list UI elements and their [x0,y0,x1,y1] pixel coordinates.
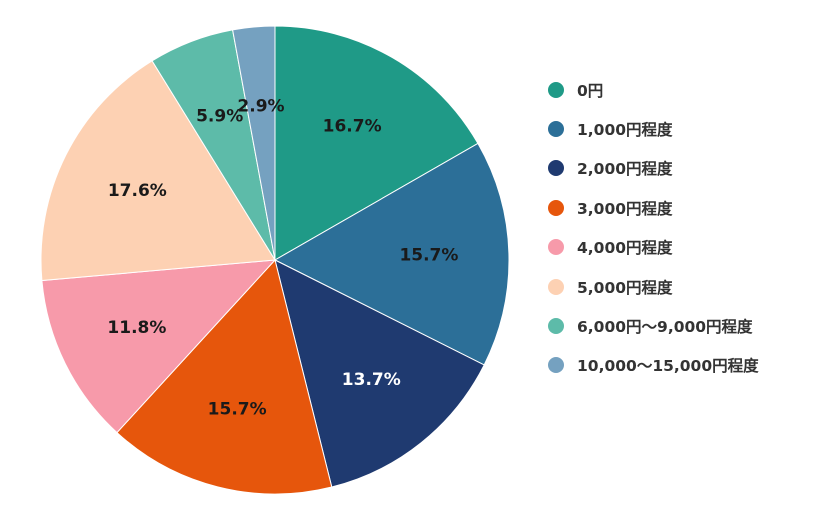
legend-swatch-7 [548,357,564,374]
legend-swatch-0 [548,81,564,98]
legend-item-1[interactable]: 1,000円程度 [548,109,759,148]
slice-data-label-5: 17.6% [108,181,167,201]
legend-item-6[interactable]: 6,000円〜9,000円程度 [548,306,759,345]
legend-label-7: 10,000〜15,000円程度 [577,357,759,376]
slice-data-label-2: 13.7% [342,370,401,390]
legend-label-1: 1,000円程度 [577,121,673,140]
legend-item-4[interactable]: 4,000円程度 [548,228,759,267]
pie-slice-3 [116,258,333,495]
legend-item-5[interactable]: 5,000円程度 [548,267,759,306]
pie-slice-4 [41,259,277,434]
pie-slice-1 [273,142,510,366]
slice-data-label-1: 15.7% [399,246,458,266]
pie-slice-0 [274,25,479,261]
slice-data-label-4: 11.8% [107,318,166,338]
legend-swatch-6 [548,318,564,335]
legend-label-5: 5,000円程度 [577,278,673,297]
legend-item-2[interactable]: 2,000円程度 [548,149,759,188]
pie-slice-5 [40,60,276,282]
legend-swatch-2 [548,160,564,177]
slice-data-label-0: 16.7% [323,117,382,137]
legend-label-0: 0円 [577,81,604,100]
legend-item-7[interactable]: 10,000〜15,000円程度 [548,346,759,385]
legend-swatch-1 [548,121,564,138]
legend-swatch-5 [548,278,564,295]
legend: 0円 1,000円程度 2,000円程度 3,000円程度 4,000円程度 5,000円… [548,70,759,385]
legend-label-6: 6,000円〜9,000円程度 [577,318,753,337]
slice-data-label-7: 2.9% [237,97,284,117]
legend-label-2: 2,000円程度 [577,160,673,179]
slice-data-label-3: 15.7% [208,399,267,419]
legend-item-0[interactable]: 0円 [548,70,759,109]
legend-swatch-4 [548,239,564,256]
pie-slice-2 [274,259,485,488]
legend-swatch-3 [548,199,564,216]
pie-plot-area: 16.7% 15.7% 13.7% 15.7% 11.8% 17.6% 5.9%2.9% [40,25,510,495]
legend-label-4: 4,000円程度 [577,239,673,258]
pie-slice-7 [232,25,276,261]
legend-item-3[interactable]: 3,000円程度 [548,188,759,227]
legend-label-3: 3,000円程度 [577,199,673,218]
slice-data-label-6: 5.9% [196,106,243,126]
